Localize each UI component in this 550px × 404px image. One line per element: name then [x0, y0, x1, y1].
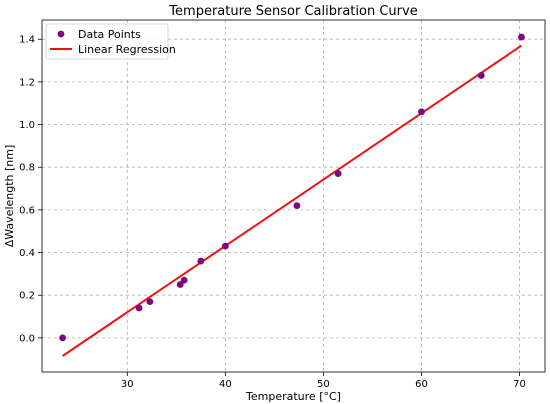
data-point — [221, 242, 229, 250]
series — [59, 33, 525, 357]
y-tick-label: 1.4 — [19, 35, 35, 46]
x-tick-label: 60 — [415, 379, 428, 390]
x-axis: 30 40 50 60 70 — [121, 372, 526, 390]
y-tick-label: 0.0 — [19, 333, 35, 344]
legend: Data Points Linear Regression — [45, 23, 176, 60]
y-tick-label: 0.4 — [19, 248, 35, 259]
y-axis: 0.0 0.2 0.4 0.6 0.8 1.0 1.2 1.4 — [19, 35, 42, 344]
x-tick-label: 40 — [219, 379, 232, 390]
plot-area — [41, 19, 546, 373]
x-tick-label: 50 — [317, 379, 330, 390]
x-tick-label: 30 — [121, 379, 134, 390]
x-tick-label: 70 — [513, 379, 526, 390]
data-point — [518, 33, 525, 41]
y-tick-label: 1.2 — [19, 77, 35, 88]
data-point — [197, 257, 205, 265]
data-point — [146, 298, 154, 305]
y-tick-label: 0.2 — [19, 291, 35, 302]
data-point — [59, 334, 66, 342]
data-point — [477, 72, 485, 79]
data-point — [334, 170, 342, 178]
legend-marker-data-points — [57, 30, 65, 38]
data-point — [418, 108, 425, 116]
x-axis-label: Temperature [°C] — [245, 390, 341, 403]
data-point — [180, 276, 188, 284]
legend-label: Data Points — [78, 28, 141, 41]
y-tick-label: 0.6 — [19, 205, 35, 216]
y-tick-label: 0.8 — [19, 163, 35, 174]
grid — [42, 20, 545, 372]
data-point — [293, 202, 301, 210]
legend-box — [45, 23, 169, 60]
y-tick-label: 1.0 — [19, 120, 35, 131]
legend-label: Linear Regression — [78, 43, 176, 56]
regression-line — [62, 44, 523, 357]
y-axis-label: ΔWavelength [nm] — [3, 145, 16, 248]
chart-title: Temperature Sensor Calibration Curve — [168, 4, 417, 19]
data-point — [135, 304, 143, 312]
